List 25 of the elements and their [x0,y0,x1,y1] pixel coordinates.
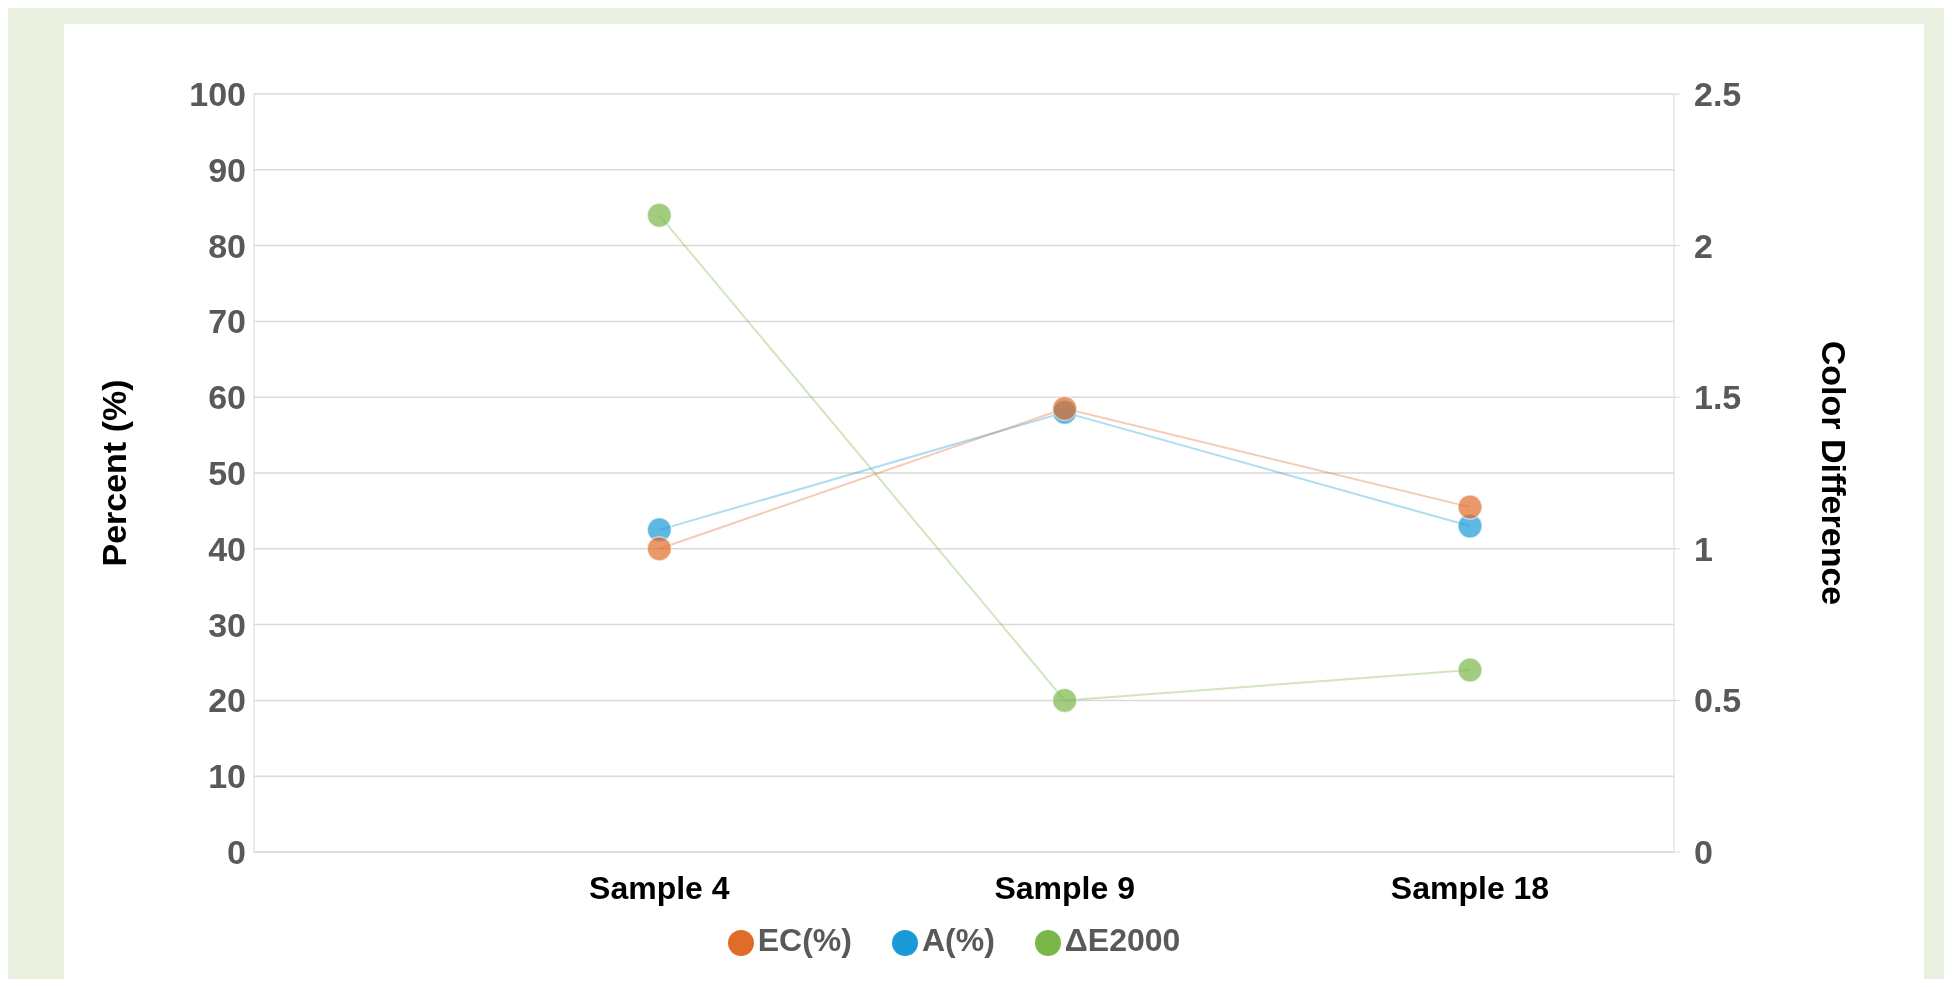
y2-tick-label: 2.5 [1694,75,1742,114]
legend-label: EC(%) [757,922,852,958]
y2-tick-label: 0.5 [1694,681,1742,720]
y-tick-label: 80 [208,226,246,265]
y-tick-label: 70 [208,302,246,341]
y-tick-label: 40 [208,529,246,568]
y-tick-label: 100 [189,75,246,114]
x-tick-label: Sample 4 [589,869,730,906]
y-tick-label: 60 [208,378,246,417]
y-axis-title: Percent (%) [95,379,134,567]
y2-tick-label: 0 [1694,833,1713,872]
x-tick-label: Sample 9 [994,869,1135,906]
y2-tick-label: 1 [1694,529,1713,568]
y-tick-label: 20 [208,681,246,720]
x-tick-label: Sample 18 [1390,869,1550,906]
y-tick-label: 90 [208,150,246,189]
y2-tick-label: 1.5 [1694,378,1742,417]
y2-tick-label: 2 [1694,226,1713,265]
y-tick-label: 50 [208,454,246,493]
y-tick-label: 0 [227,833,246,872]
legend-label: ΔE2000 [1064,922,1181,958]
y-tick-label: 30 [208,605,246,644]
legend-label: A(%) [921,922,995,958]
y2-axis-title: Color Difference [1814,340,1853,606]
y-tick-label: 10 [208,757,246,796]
